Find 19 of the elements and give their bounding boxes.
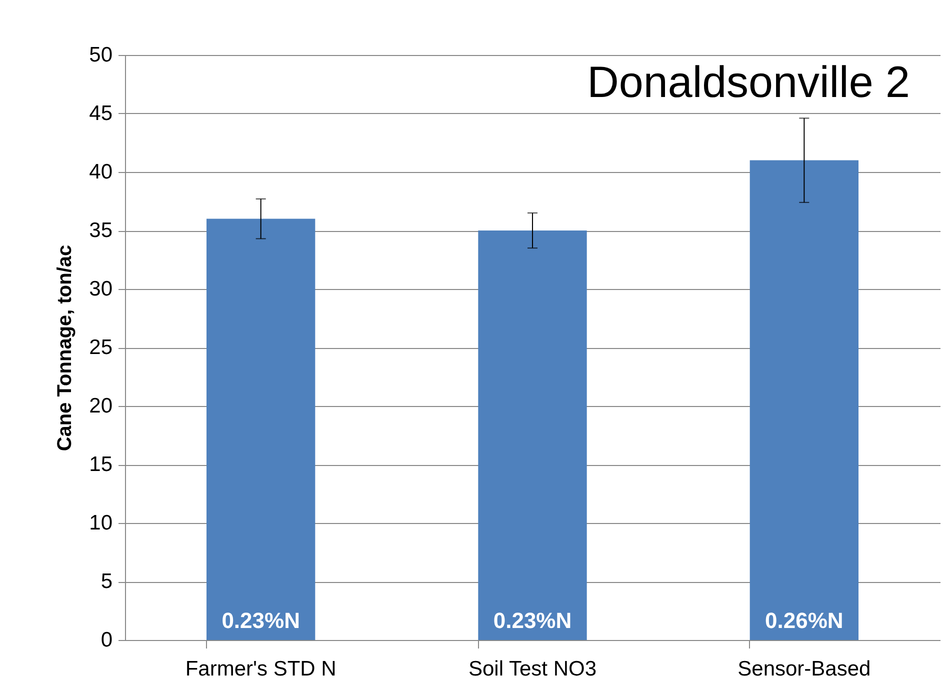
y-tick-label: 10 — [89, 512, 112, 534]
y-tick-label: 50 — [89, 44, 112, 66]
y-tick-label: 25 — [89, 336, 112, 359]
y-tick-label: 0 — [100, 628, 112, 652]
y-tick-label: 40 — [89, 160, 112, 184]
x-tick-label: Sensor-Based — [738, 658, 871, 680]
y-tick-label: 20 — [89, 394, 112, 418]
chart-title: Donaldsonville 2 — [587, 58, 910, 107]
y-tick-label: 15 — [89, 453, 112, 476]
x-tick-label: Soil Test NO3 — [468, 658, 596, 680]
y-tick-label: 30 — [89, 278, 112, 300]
y-tick-label: 35 — [89, 219, 112, 242]
annotation: 0.23%N — [493, 608, 572, 633]
annotation: 0.26%N — [765, 608, 844, 633]
y-tick-label: 5 — [100, 570, 112, 593]
annotation: 0.23%N — [222, 608, 300, 633]
y-tick-label: 45 — [89, 102, 112, 125]
x-tick-label: Farmer's STD N — [185, 658, 336, 680]
y-axis-title: Cane Tonnage, ton/ac — [54, 244, 76, 452]
